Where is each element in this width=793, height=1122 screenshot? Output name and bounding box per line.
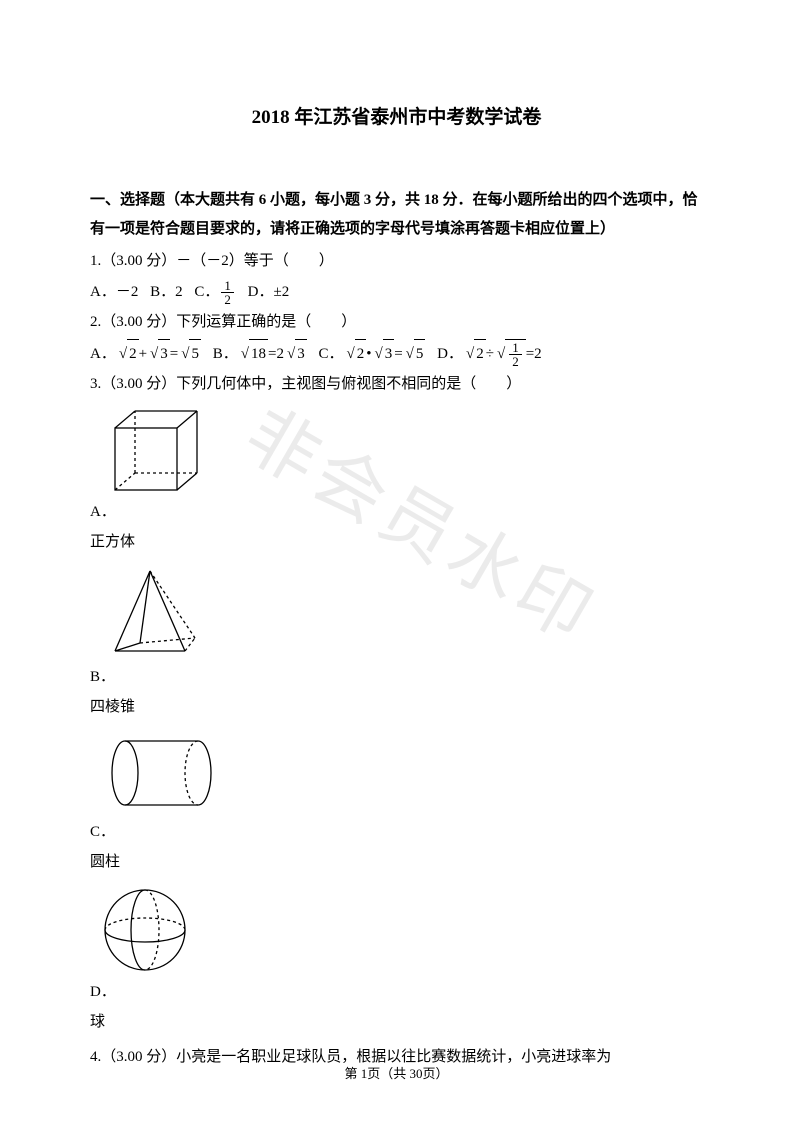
- sqrt-body: 2: [127, 339, 139, 369]
- q1-c-prefix: C．: [194, 284, 219, 300]
- q3-shape-d: [90, 883, 703, 978]
- q2-opt-d: D．2÷12=2: [437, 339, 542, 369]
- sqrt-body: 3: [158, 339, 170, 369]
- sqrt-body: 5: [414, 339, 426, 369]
- sqrt-body: 18: [249, 339, 268, 369]
- fraction-icon: 12: [509, 341, 522, 368]
- q1-options: A．－2 B．2 C．12 D．±2: [90, 278, 703, 307]
- sqrt-body: 12: [505, 339, 526, 369]
- eq: =2: [268, 346, 284, 362]
- q1-opt-d: D．±2: [248, 278, 290, 307]
- q2-opt-a: A． 2+3= 5: [90, 339, 201, 369]
- sqrt-icon: 12: [494, 339, 526, 369]
- q3-shape-c: [90, 728, 703, 818]
- cylinder-icon: [90, 728, 220, 818]
- sqrt-body: 2: [474, 339, 486, 369]
- section-1-header: 一、选择题（本大题共有 6 小题，每小题 3 分，共 18 分．在每小题所给出的…: [90, 186, 703, 243]
- frac-num: 1: [509, 341, 522, 355]
- q3-opt-c: C．: [90, 818, 703, 847]
- q3-opt-a: A．: [90, 498, 703, 527]
- q3-shape-b: [90, 563, 703, 663]
- sqrt-icon: 2: [463, 339, 486, 369]
- sqrt-body: 3: [383, 339, 395, 369]
- cube-icon: [90, 403, 210, 498]
- q3-cap-c: 圆柱: [90, 848, 703, 877]
- q2a-pre: A．: [90, 346, 116, 362]
- q3-cap-a: 正方体: [90, 528, 703, 557]
- q1-opt-c: C．12: [194, 278, 236, 307]
- div: ÷: [486, 346, 494, 362]
- sqrt-icon: 2: [116, 339, 139, 369]
- sqrt-icon: 3: [284, 339, 307, 369]
- eq: =2: [526, 346, 542, 362]
- q3-opt-b: B．: [90, 663, 703, 692]
- q1-text: 1.（3.00 分）－（－2）等于（ ）: [90, 247, 703, 276]
- frac-num: 1: [221, 279, 234, 293]
- sqrt-icon: 2: [343, 339, 366, 369]
- sqrt-icon: 3: [147, 339, 170, 369]
- sqrt-body: 3: [295, 339, 307, 369]
- q3-shape-a: [90, 403, 703, 498]
- frac-den: 2: [221, 293, 234, 306]
- sqrt-body: 2: [355, 339, 367, 369]
- sqrt-icon: 5: [403, 339, 426, 369]
- q3-cap-d: 球: [90, 1008, 703, 1037]
- sqrt-icon: 18: [238, 339, 268, 369]
- plus: +: [139, 346, 147, 362]
- eq: =: [394, 346, 402, 362]
- sqrt-icon: 3: [371, 339, 394, 369]
- pyramid-icon: [90, 563, 210, 663]
- q2-opt-c: C．2•3=5: [318, 339, 425, 369]
- q1-opt-a: A．－2: [90, 278, 138, 307]
- fraction-icon: 12: [221, 279, 234, 306]
- sphere-icon: [90, 883, 200, 978]
- q2-text: 2.（3.00 分）下列运算正确的是（ ）: [90, 308, 703, 337]
- frac-den: 2: [509, 355, 522, 368]
- sqrt-icon: 5: [178, 339, 201, 369]
- q1-opt-b: B．2: [150, 278, 183, 307]
- q2b-pre: B．: [213, 346, 238, 362]
- q2d-pre: D．: [437, 346, 463, 362]
- q2-opt-b: B． 18=2 3: [213, 339, 307, 369]
- q3-opt-d: D．: [90, 978, 703, 1007]
- sqrt-body: 5: [189, 339, 201, 369]
- eq: =: [170, 346, 178, 362]
- page-footer: 第 1页（共 30页）: [0, 1062, 793, 1087]
- page-title: 2018 年江苏省泰州市中考数学试卷: [90, 100, 703, 136]
- q2c-pre: C．: [318, 346, 343, 362]
- q3-text: 3.（3.00 分）下列几何体中，主视图与俯视图不相同的是（ ）: [90, 370, 703, 399]
- q3-cap-b: 四棱锥: [90, 693, 703, 722]
- q2-options: A．2+3=5 B．18=23 C．2•3=5 D．2÷12=2: [90, 339, 703, 369]
